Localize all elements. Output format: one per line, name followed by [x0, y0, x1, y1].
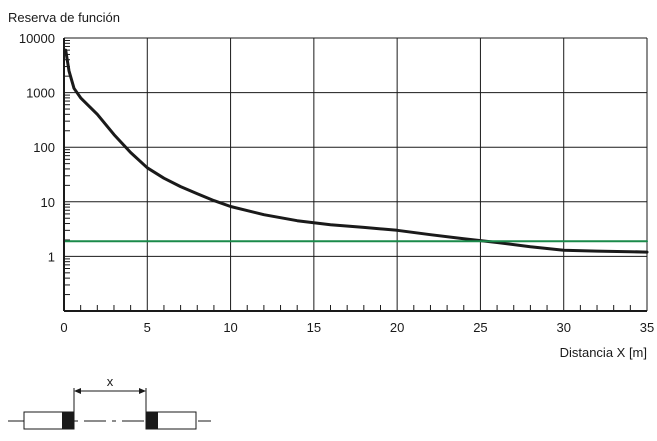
tick-labels: 0 5 10 15 20 25 30 35 1 10 100 1000 10000: [19, 31, 654, 335]
y-tick-label: 1000: [26, 86, 55, 101]
x-tick-label: 35: [640, 320, 654, 335]
x-tick-label: 15: [307, 320, 321, 335]
y-tick-label: 1: [48, 249, 55, 264]
y-tick-label: 100: [33, 140, 55, 155]
y-tick-label: 10000: [19, 31, 55, 46]
y-tick-label: 10: [41, 195, 55, 210]
receiver-lens: [146, 412, 158, 429]
data-series: [63, 48, 649, 254]
x-tick-label: 25: [473, 320, 487, 335]
dimension-arrow-left: [74, 388, 81, 394]
gridlines: [64, 37, 648, 311]
minor-ticks: [64, 39, 631, 311]
x-tick-label: 30: [556, 320, 570, 335]
x-axis-title: Distancia X [m]: [560, 345, 647, 360]
x-tick-label: 5: [144, 320, 151, 335]
dimension-arrow-right: [139, 388, 146, 394]
x-tick-label: 10: [223, 320, 237, 335]
sensor-arrangement-diagram: x: [8, 374, 211, 430]
emitter-lens: [62, 412, 74, 429]
axes: [63, 38, 647, 312]
function-reserve-curve: [64, 48, 649, 254]
dimension-label: x: [107, 374, 114, 389]
x-tick-label: 0: [60, 320, 67, 335]
y-axis-title: Reserva de función: [8, 10, 120, 25]
x-tick-label: 20: [390, 320, 404, 335]
